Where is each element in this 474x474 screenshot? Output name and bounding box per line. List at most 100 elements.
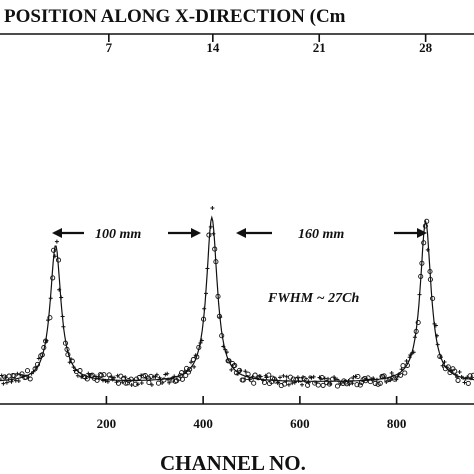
data-point <box>4 380 9 385</box>
data-point <box>402 370 408 376</box>
data-point <box>309 375 314 380</box>
data-point <box>452 368 458 374</box>
data-point <box>415 319 421 326</box>
data-point <box>163 372 168 377</box>
data-point <box>243 369 248 374</box>
data-point <box>437 353 443 360</box>
data-point <box>212 246 218 252</box>
data-point <box>126 377 132 384</box>
data-point <box>303 377 309 383</box>
data-point <box>69 358 75 364</box>
data-point <box>413 328 419 334</box>
data-point <box>418 273 424 279</box>
data-point <box>374 377 379 382</box>
fwhm-label: FWHM ~ 27Ch <box>267 291 359 306</box>
data-point <box>44 338 49 343</box>
data-point <box>55 257 62 263</box>
data-point <box>65 352 71 358</box>
data-point <box>232 362 238 368</box>
data-point <box>196 344 202 350</box>
data-point <box>394 377 399 382</box>
data-point <box>404 359 409 363</box>
data-point <box>47 315 53 321</box>
data-point <box>199 338 204 343</box>
data-point <box>189 360 193 365</box>
data-point <box>424 218 430 224</box>
data-point <box>52 254 57 259</box>
data-point <box>417 292 422 297</box>
fit-curve-layer <box>0 215 474 382</box>
data-point <box>311 374 316 379</box>
data-point <box>194 354 200 360</box>
data-point <box>251 380 257 386</box>
data-point <box>315 382 321 388</box>
data-point <box>442 360 447 364</box>
chart-title: POSITION ALONG X-DIRECTION (Cm <box>4 6 346 27</box>
data-point <box>149 382 154 387</box>
data-point <box>381 373 387 379</box>
data-point <box>407 355 412 360</box>
data-point <box>183 372 189 379</box>
data-point <box>278 375 282 380</box>
data-point <box>39 352 45 358</box>
data-point <box>229 367 234 372</box>
data-point <box>185 369 192 375</box>
data-point <box>244 374 250 381</box>
data-point <box>469 376 473 381</box>
data-point <box>421 240 427 246</box>
data-point <box>300 382 304 387</box>
data-point <box>9 379 14 384</box>
data-point <box>324 380 330 386</box>
right-arrowhead-right <box>417 228 427 238</box>
data-point <box>50 275 56 281</box>
data-point <box>101 372 107 378</box>
data-point <box>261 379 268 386</box>
data-point <box>258 374 263 379</box>
data-point <box>124 380 131 386</box>
data-point <box>233 370 239 376</box>
data-point <box>34 361 41 367</box>
data-point <box>224 350 229 355</box>
data-point <box>154 372 159 377</box>
data-point <box>15 371 20 376</box>
data-point <box>455 377 461 383</box>
data-point <box>355 373 361 380</box>
data-point <box>306 380 311 385</box>
x-axis-label: CHANNEL NO. <box>160 451 306 474</box>
data-point <box>93 374 98 379</box>
right-spacing-label: 160 mm <box>298 227 344 242</box>
data-point <box>179 370 185 376</box>
data-point <box>295 375 300 380</box>
data-point <box>3 375 8 380</box>
top-tick-label: 28 <box>419 40 433 55</box>
data-point <box>64 346 70 352</box>
data-point <box>97 372 103 378</box>
data-point <box>425 247 430 252</box>
data-point <box>457 370 462 374</box>
data-point <box>96 376 101 380</box>
data-point <box>389 371 394 375</box>
data-point <box>112 375 117 380</box>
data-point <box>357 382 363 388</box>
data-point <box>398 372 404 378</box>
data-point <box>206 232 212 238</box>
data-point <box>348 377 354 383</box>
data-point <box>388 378 393 383</box>
data-point <box>470 372 474 378</box>
data-point <box>59 295 64 300</box>
data-point <box>77 368 83 374</box>
data-point <box>24 368 31 374</box>
top-tick-label: 14 <box>206 40 220 55</box>
data-point <box>211 231 216 236</box>
bottom-tick-label: 400 <box>193 416 213 431</box>
data-point <box>146 379 152 386</box>
data-point <box>223 347 228 352</box>
data-point <box>179 376 185 382</box>
data-point <box>350 381 355 386</box>
data-point <box>286 382 291 387</box>
data-point <box>427 276 433 283</box>
data-point <box>155 380 162 386</box>
data-points-layer <box>0 206 474 389</box>
data-point <box>281 373 286 378</box>
data-point <box>447 370 453 376</box>
